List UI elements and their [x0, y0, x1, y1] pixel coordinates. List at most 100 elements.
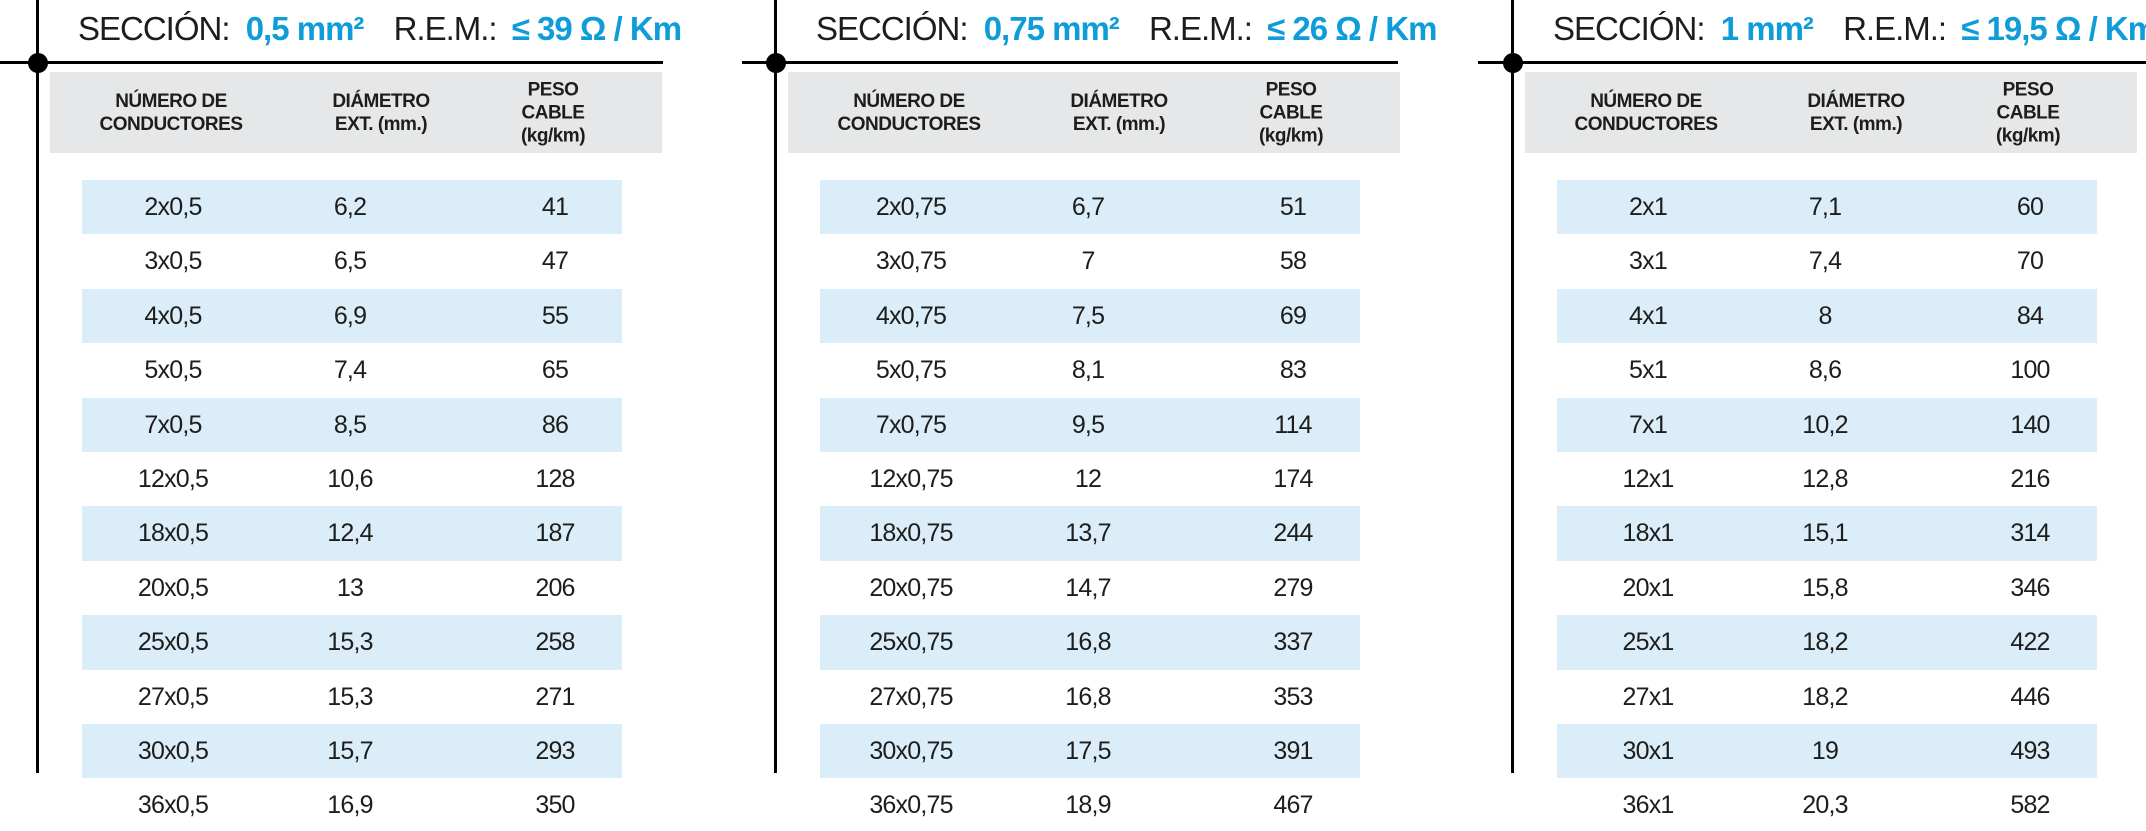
- table-cell: 2x1: [1629, 193, 1668, 221]
- table-cell: 7,4: [333, 356, 367, 385]
- table-row: 12x0,75 12 174: [820, 452, 1360, 506]
- table-cell: 13,7: [1065, 519, 1111, 548]
- table-cell: 140: [2010, 410, 2050, 439]
- table-cell: 18,2: [1802, 682, 1848, 711]
- table-cell: 10,6: [327, 464, 373, 493]
- table-cell: 2x0,5: [144, 193, 202, 221]
- table-cell: 10,2: [1802, 410, 1848, 439]
- table-cell: 346: [2010, 573, 2050, 602]
- left-rule-line: [36, 0, 39, 773]
- table-cell: 65: [541, 356, 569, 385]
- table-cell: 350: [535, 791, 575, 820]
- table-cell: 27x1: [1622, 682, 1674, 711]
- table-row: 4x0,5 6,9 55: [82, 288, 622, 344]
- table-cell: 25x1: [1622, 628, 1674, 657]
- table-cell: 100: [2010, 356, 2050, 385]
- table-cell: 467: [1273, 791, 1313, 820]
- section-title: SECCIÓN: 0,5 mm² R.E.M.: ≤ 39 Ω / Km: [78, 9, 682, 49]
- table-row: 7x1 10,2 140: [1557, 397, 2097, 452]
- table-cell: 12,8: [1802, 464, 1848, 493]
- top-rule-line: [742, 61, 1398, 64]
- table-cell: 20x1: [1622, 573, 1674, 602]
- table-row: 25x0,5 15,3 258: [82, 615, 622, 670]
- table-cell: 84: [2016, 301, 2044, 330]
- table-cell: 244: [1273, 519, 1313, 548]
- table-row: 36x0,75 18,9 467: [820, 778, 1360, 831]
- table-cell: 36x1: [1622, 791, 1674, 820]
- table-cell: 12x1: [1622, 464, 1674, 493]
- table-cell: 7: [1081, 247, 1095, 276]
- table-cell: 6,7: [1071, 193, 1105, 221]
- column-header-weight: PESO CABLE (kg/km): [1995, 79, 2061, 146]
- table-row: 20x0,5 13 206: [82, 561, 622, 615]
- table-cell: 20,3: [1802, 791, 1848, 820]
- table-row: 18x0,75 13,7 244: [820, 506, 1360, 561]
- column-header-diameter: DIÁMETRO EXT. (mm.): [1070, 90, 1168, 135]
- table-cell: 3x1: [1629, 247, 1668, 276]
- table-cell: 41: [541, 193, 569, 221]
- table-cell: 4x0,5: [144, 301, 202, 330]
- table-cell: 15,1: [1802, 519, 1848, 548]
- table-body: 2x0,75 6,7 51 3x0,75 7 58 4x0,75 7,5 69 5x0,75 8,1…: [820, 180, 1360, 831]
- table-cell: 18,9: [1065, 791, 1111, 820]
- table-cell: 18x0,75: [869, 519, 953, 548]
- column-header-conductors: NÚMERO DE CONDUCTORES: [837, 90, 982, 135]
- table-row: 7x0,75 9,5 114: [820, 397, 1360, 452]
- table-row: 30x0,5 15,7 293: [82, 723, 622, 779]
- table-row: 27x0,5 15,3 271: [82, 670, 622, 724]
- table-cell: 5x0,75: [875, 356, 947, 385]
- table-cell: 7,5: [1071, 301, 1105, 330]
- section-label: SECCIÓN:: [78, 10, 231, 47]
- section-value: 1 mm²: [1720, 10, 1814, 47]
- rem-label: R.E.M.:: [393, 10, 498, 47]
- table-cell: 58: [1279, 247, 1307, 276]
- table-cell: 8: [1818, 301, 1832, 330]
- column-header-diameter: DIÁMETRO EXT. (mm.): [1807, 90, 1905, 135]
- table-cell: 30x1: [1622, 736, 1674, 765]
- table-row: 4x1 8 84: [1557, 288, 2097, 344]
- table-row: 36x0,5 16,9 350: [82, 778, 622, 831]
- table-cell: 27x0,75: [869, 682, 953, 711]
- table-row: 20x1 15,8 346: [1557, 561, 2097, 615]
- table-cell: 391: [1273, 736, 1313, 765]
- table-cell: 128: [535, 464, 575, 493]
- table-cell: 6,2: [333, 193, 367, 221]
- table-cell: 7,4: [1808, 247, 1842, 276]
- table-row: 2x1 7,1 60: [1557, 180, 2097, 235]
- table-row: 5x1 8,6 100: [1557, 343, 2097, 397]
- table-cell: 27x0,5: [137, 682, 209, 711]
- table-cell: 16,8: [1065, 628, 1111, 657]
- table-cell: 15,8: [1802, 573, 1848, 602]
- column-header-conductors: NÚMERO DE CONDUCTORES: [1574, 90, 1719, 135]
- table-cell: 13: [336, 573, 364, 602]
- table-cell: 4x0,75: [875, 301, 947, 330]
- table-cell: 51: [1279, 193, 1307, 221]
- table-cell: 60: [2016, 193, 2044, 221]
- table-cell: 12,4: [327, 519, 373, 548]
- table-row: 20x0,75 14,7 279: [820, 561, 1360, 615]
- column-header-weight: PESO CABLE (kg/km): [1258, 79, 1324, 146]
- table-cell: 8,1: [1071, 356, 1105, 385]
- table-header: NÚMERO DE CONDUCTORES DIÁMETRO EXT. (mm.…: [50, 72, 662, 153]
- rem-value: ≤ 19,5 Ω / Km: [1961, 10, 2146, 47]
- table-row: 12x1 12,8 216: [1557, 452, 2097, 506]
- table-cell: 70: [2016, 247, 2044, 276]
- table-cell: 9,5: [1071, 410, 1105, 439]
- table-row: 5x0,75 8,1 83: [820, 343, 1360, 397]
- bullet-dot: [28, 53, 48, 73]
- table-cell: 20x0,75: [869, 573, 953, 602]
- rem-value: ≤ 39 Ω / Km: [511, 10, 682, 47]
- table-row: 18x0,5 12,4 187: [82, 506, 622, 561]
- table-cell: 12: [1074, 464, 1102, 493]
- table-cell: 3x0,75: [875, 247, 947, 276]
- section-title: SECCIÓN: 1 mm² R.E.M.: ≤ 19,5 Ω / Km: [1553, 9, 2146, 49]
- bullet-dot: [1503, 53, 1523, 73]
- table-row: 4x0,75 7,5 69: [820, 288, 1360, 344]
- table-cell: 493: [2010, 736, 2050, 765]
- table-cell: 187: [535, 519, 575, 548]
- table-cell: 15,3: [327, 628, 373, 657]
- table-cell: 7,1: [1808, 193, 1842, 221]
- table-cell: 174: [1273, 464, 1313, 493]
- table-cell: 422: [2010, 628, 2050, 657]
